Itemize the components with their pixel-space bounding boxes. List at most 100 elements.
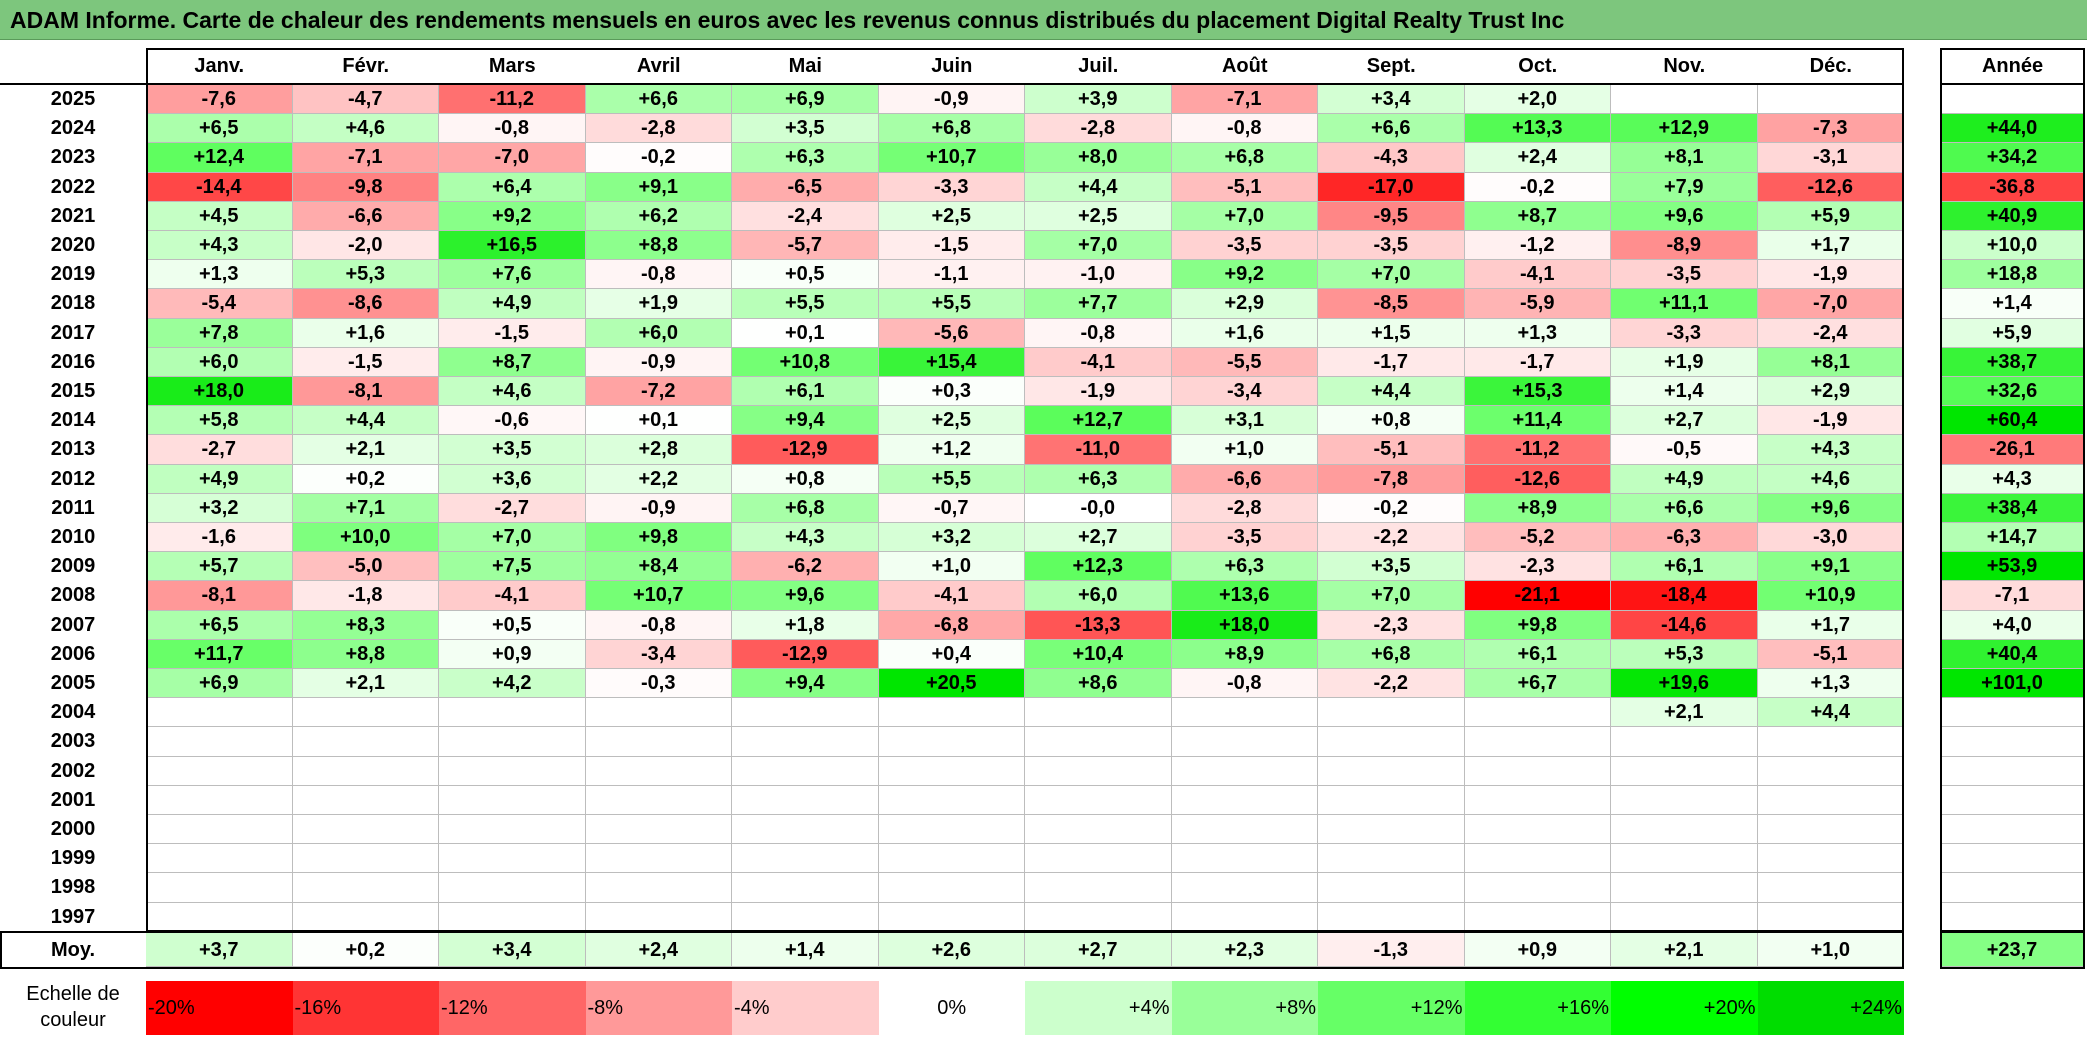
heatmap-cell: +18,0 (146, 377, 293, 407)
heatmap-cell: -7,8 (1318, 464, 1465, 494)
heatmap-cell (732, 873, 879, 903)
heatmap-cell: +9,6 (1611, 201, 1758, 231)
heatmap-cell: +3,4 (1318, 85, 1465, 115)
heatmap-cell: +4,4 (292, 406, 439, 436)
heatmap-cell: +0,8 (732, 464, 879, 494)
heatmap-cell (292, 844, 439, 874)
heatmap-cell (439, 785, 586, 815)
heatmap-cell: +2,0 (1464, 85, 1611, 115)
header-rule (0, 83, 146, 85)
heatmap-cell: +6,0 (146, 347, 293, 377)
year-label: 2024 (50, 117, 96, 140)
heatmap-cell: -7,0 (439, 143, 586, 173)
heatmap-cell (585, 785, 732, 815)
heatmap-cell (1025, 785, 1172, 815)
heatmap-cell: +2,1 (292, 435, 439, 465)
heatmap-cell: +7,0 (1318, 260, 1465, 290)
heatmap-cell: +8,1 (1611, 143, 1758, 173)
heatmap-cell: +1,5 (1318, 318, 1465, 348)
heatmap-cell (1318, 815, 1465, 845)
heatmap-cell (1464, 844, 1611, 874)
heatmap-cell: -1,0 (1025, 260, 1172, 290)
heatmap-cell: +3,5 (732, 114, 879, 144)
average-cell: +3,7 (146, 933, 293, 967)
heatmap-cell (1611, 727, 1758, 757)
year-total-cell: -7,1 (1940, 581, 2085, 611)
heatmap-cell: +15,3 (1464, 377, 1611, 407)
heatmap-cell: +8,8 (585, 231, 732, 261)
heatmap-cell: +9,8 (1464, 610, 1611, 640)
heatmap-cell: +10,4 (1025, 639, 1172, 669)
heatmap-cell (1611, 902, 1758, 932)
year-total-cell: +4,0 (1940, 610, 2085, 640)
heatmap-cell (1318, 785, 1465, 815)
heatmap-cell: -0,8 (585, 610, 732, 640)
heatmap-cell: +9,8 (585, 523, 732, 553)
month-header: Sept. (1318, 48, 1465, 85)
heatmap-cell: +6,8 (1318, 639, 1465, 669)
heatmap-cell: -2,2 (1318, 523, 1465, 553)
heatmap-cell: +6,5 (146, 114, 293, 144)
heatmap-cell: +6,1 (1611, 552, 1758, 582)
heatmap-cell: +2,5 (878, 406, 1025, 436)
heatmap-cell (292, 727, 439, 757)
heatmap-cell (1611, 756, 1758, 786)
heatmap-cell: +3,2 (878, 523, 1025, 553)
heatmap-cell: -3,0 (1757, 523, 1904, 553)
heatmap-cell: +4,3 (1757, 435, 1904, 465)
heatmap-cell: +1,6 (1171, 318, 1318, 348)
heatmap-cell: -0,6 (439, 406, 586, 436)
heatmap-cell: -8,9 (1611, 231, 1758, 261)
heatmap-cell: +3,2 (146, 493, 293, 523)
heatmap-cell: -7,3 (1757, 114, 1904, 144)
average-cell: +2,7 (1025, 933, 1172, 967)
heatmap-cell (146, 902, 293, 932)
heatmap-cell: -2,7 (146, 435, 293, 465)
heatmap-cell (1025, 844, 1172, 874)
heatmap-cell: +7,6 (439, 260, 586, 290)
year-total-cell: -26,1 (1940, 435, 2085, 465)
heatmap-cell: +4,2 (439, 669, 586, 699)
year-total-cell (1940, 815, 2085, 845)
average-cell: +2,6 (878, 933, 1025, 967)
color-scale-title: Echelle de couleur (26, 983, 120, 1031)
heatmap-cell (1025, 902, 1172, 932)
heatmap-cell: +1,3 (146, 260, 293, 290)
heatmap-cell: +5,7 (146, 552, 293, 582)
month-header: Juil. (1025, 48, 1172, 85)
heatmap-cell: +16,5 (439, 231, 586, 261)
heatmap-cell: +0,9 (439, 639, 586, 669)
heatmap-cell: -18,4 (1611, 581, 1758, 611)
heatmap-cell: +6,9 (146, 669, 293, 699)
year-label: 1997 (50, 905, 96, 928)
heatmap-cell (1318, 756, 1465, 786)
heatmap-cell (878, 844, 1025, 874)
heatmap-cell: +1,9 (1611, 347, 1758, 377)
heatmap-cell: +7,8 (146, 318, 293, 348)
heatmap-cell: -12,6 (1757, 172, 1904, 202)
heatmap-cell: -0,2 (1464, 172, 1611, 202)
average-row-label: Moy. (50, 939, 96, 961)
heatmap-cell: +8,9 (1171, 639, 1318, 669)
heatmap-cell (1025, 727, 1172, 757)
heatmap-cell: +20,5 (878, 669, 1025, 699)
year-label: 1998 (50, 876, 96, 899)
heatmap-cell: +11,4 (1464, 406, 1611, 436)
heatmap-cell: +2,4 (1464, 143, 1611, 173)
heatmap-cell (439, 873, 586, 903)
heatmap-cell: +2,1 (292, 669, 439, 699)
heatmap-cell: +5,5 (878, 464, 1025, 494)
heatmap-cell: -2,4 (732, 201, 879, 231)
year-label: 2022 (50, 175, 96, 198)
year-label: 2020 (50, 234, 96, 256)
color-scale-swatch: -16% (292, 981, 439, 1035)
heatmap-cell (1757, 785, 1904, 815)
year-label: 2018 (50, 292, 96, 315)
heatmap-cell (1757, 844, 1904, 874)
heatmap-cell (732, 698, 879, 728)
heatmap-cell: -8,5 (1318, 289, 1465, 319)
heatmap-cell: +8,9 (1464, 493, 1611, 523)
heatmap-cell: +7,9 (1611, 172, 1758, 202)
heatmap-cell (292, 698, 439, 728)
heatmap-cell (439, 815, 586, 845)
